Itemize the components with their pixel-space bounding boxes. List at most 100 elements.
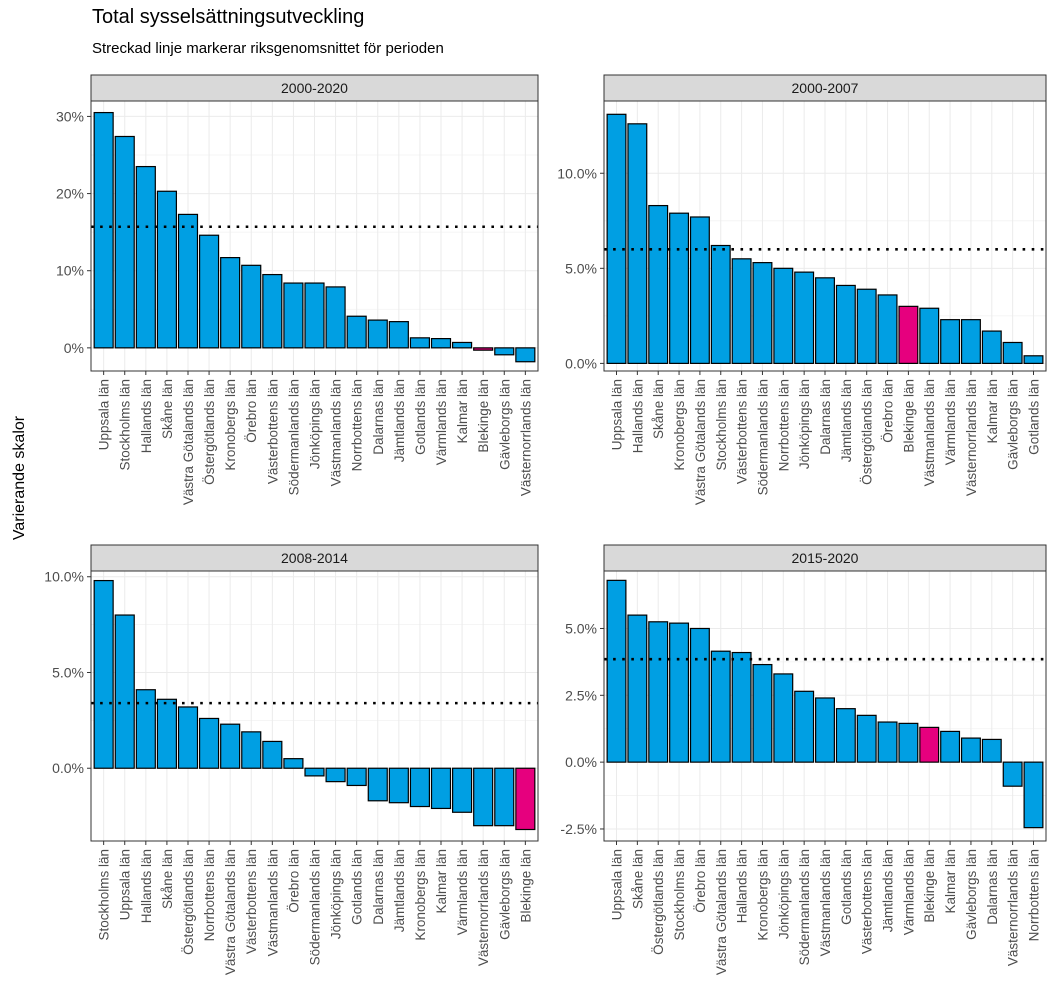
y-tick-label: 0.0% [565,754,597,770]
x-tick-label: Uppsala län [610,379,625,450]
bar [940,730,961,763]
y-tick-label: 20% [56,186,84,202]
bar [135,689,156,769]
x-tick-label: Kronobergs län [755,849,770,941]
x-tick-label: Stockholms län [97,849,112,941]
bar [156,190,177,349]
facet-title: 2000-2007 [792,80,859,96]
bar [1023,761,1044,829]
bar [669,622,690,763]
y-tick-label: 30% [56,108,84,124]
bar [627,614,648,763]
bar [627,123,648,364]
y-tick-label: 0.0% [52,760,84,776]
bar [156,698,177,769]
x-tick-label: Jämtlands län [392,849,407,932]
x-tick-label: Hallands län [630,379,645,453]
x-tick-label: Dalarnas län [371,379,386,455]
bar [241,731,262,769]
bar [1002,761,1023,787]
bar [494,767,515,827]
x-tick-label: Örebro län [244,379,259,443]
bar [515,347,536,363]
x-tick-label: Gotlands län [839,849,854,925]
bar [409,337,431,349]
bar [960,319,981,364]
bar [648,204,669,364]
bar [981,330,1002,364]
x-tick-label: Norrbottens län [776,379,791,471]
bar [835,284,856,364]
x-tick-label: Västra Götalands län [181,379,196,505]
bar [198,717,220,769]
facet-title: 2000-2020 [281,80,348,96]
x-tick-label: Gävleborgs län [497,849,512,940]
x-tick-label: Norrbottens län [202,849,217,941]
bar [773,267,794,364]
facet-title: 2015-2020 [792,550,859,566]
y-tick-label: 5.0% [565,620,597,636]
x-tick-label: Västerbottens län [735,379,750,484]
bar [283,758,304,769]
x-tick-label: Västernorrlands län [964,379,979,496]
x-tick-label: Blekinge län [901,379,916,453]
x-tick-label: Uppsala län [118,849,133,920]
bar [220,723,241,769]
x-tick-label: Dalarnas län [985,849,1000,925]
bar [877,294,898,364]
y-tick-label: 0.0% [565,355,597,371]
x-tick-label: Hallands län [139,379,154,453]
x-tick-label: Västmanlands län [329,379,344,486]
bar [325,767,346,783]
bar [430,338,452,349]
x-tick-label: Blekinge län [476,379,491,453]
x-tick-label: Gävleborgs län [964,849,979,940]
facet-panel: 2008-2014 0.0% 5.0% 10.0% Stockholms län Upps… [44,544,539,975]
bar [473,347,494,351]
bar [835,708,856,763]
x-tick-label: Jämtlands län [392,379,407,462]
facet-panels: 2000-2020 0% 10% 20% 30% Uppsala län Stockholm… [44,74,1047,975]
x-tick-label: Blekinge län [922,849,937,923]
x-tick-label: Jönköpings län [776,849,791,939]
y-tick-label: 5.0% [565,260,597,276]
bar [856,288,877,364]
bar [114,614,135,769]
x-tick-label: Gotlands län [350,849,365,925]
x-tick-label: Kronobergs län [413,849,428,941]
x-tick-label: Örebro län [286,849,301,913]
x-tick-label: Västra Götalands län [714,849,729,975]
bar [731,651,752,763]
bar [430,767,452,810]
bar [325,286,346,349]
bar [773,673,794,763]
x-tick-label: Dalarnas län [371,849,386,925]
bar [388,321,409,349]
x-tick-label: Skåne län [630,849,645,909]
bar [346,315,367,349]
facet-panel: 2015-2020 -2.5% 0.0% 2.5% 5.0% Uppsala län Skå… [560,544,1047,975]
bar [689,216,710,364]
bar [177,706,199,769]
bar [710,650,731,763]
x-tick-label: Blekinge län [518,849,533,923]
x-tick-label: Gävleborgs län [497,379,512,470]
bar [452,341,473,349]
bar [981,738,1002,763]
bar [304,767,325,777]
x-tick-label: Skåne län [160,849,175,909]
x-tick-label: Skåne län [651,379,666,439]
x-tick-label: Gotlands län [413,379,428,455]
facet-title: 2008-2014 [281,550,348,566]
x-tick-label: Västmanlands län [922,379,937,486]
x-tick-label: Västerbottens län [265,379,280,484]
bar [898,722,919,763]
x-tick-label: Stockholms län [118,379,133,471]
x-tick-label: Västernorrlands län [476,849,491,966]
facet-strip [90,544,539,572]
x-tick-label: Västernorrlands län [1006,849,1021,966]
facet-strip [603,544,1047,572]
x-tick-label: Värmlands län [455,849,470,935]
y-axis-label: Varierande skalor [11,415,28,540]
bar [304,282,325,349]
